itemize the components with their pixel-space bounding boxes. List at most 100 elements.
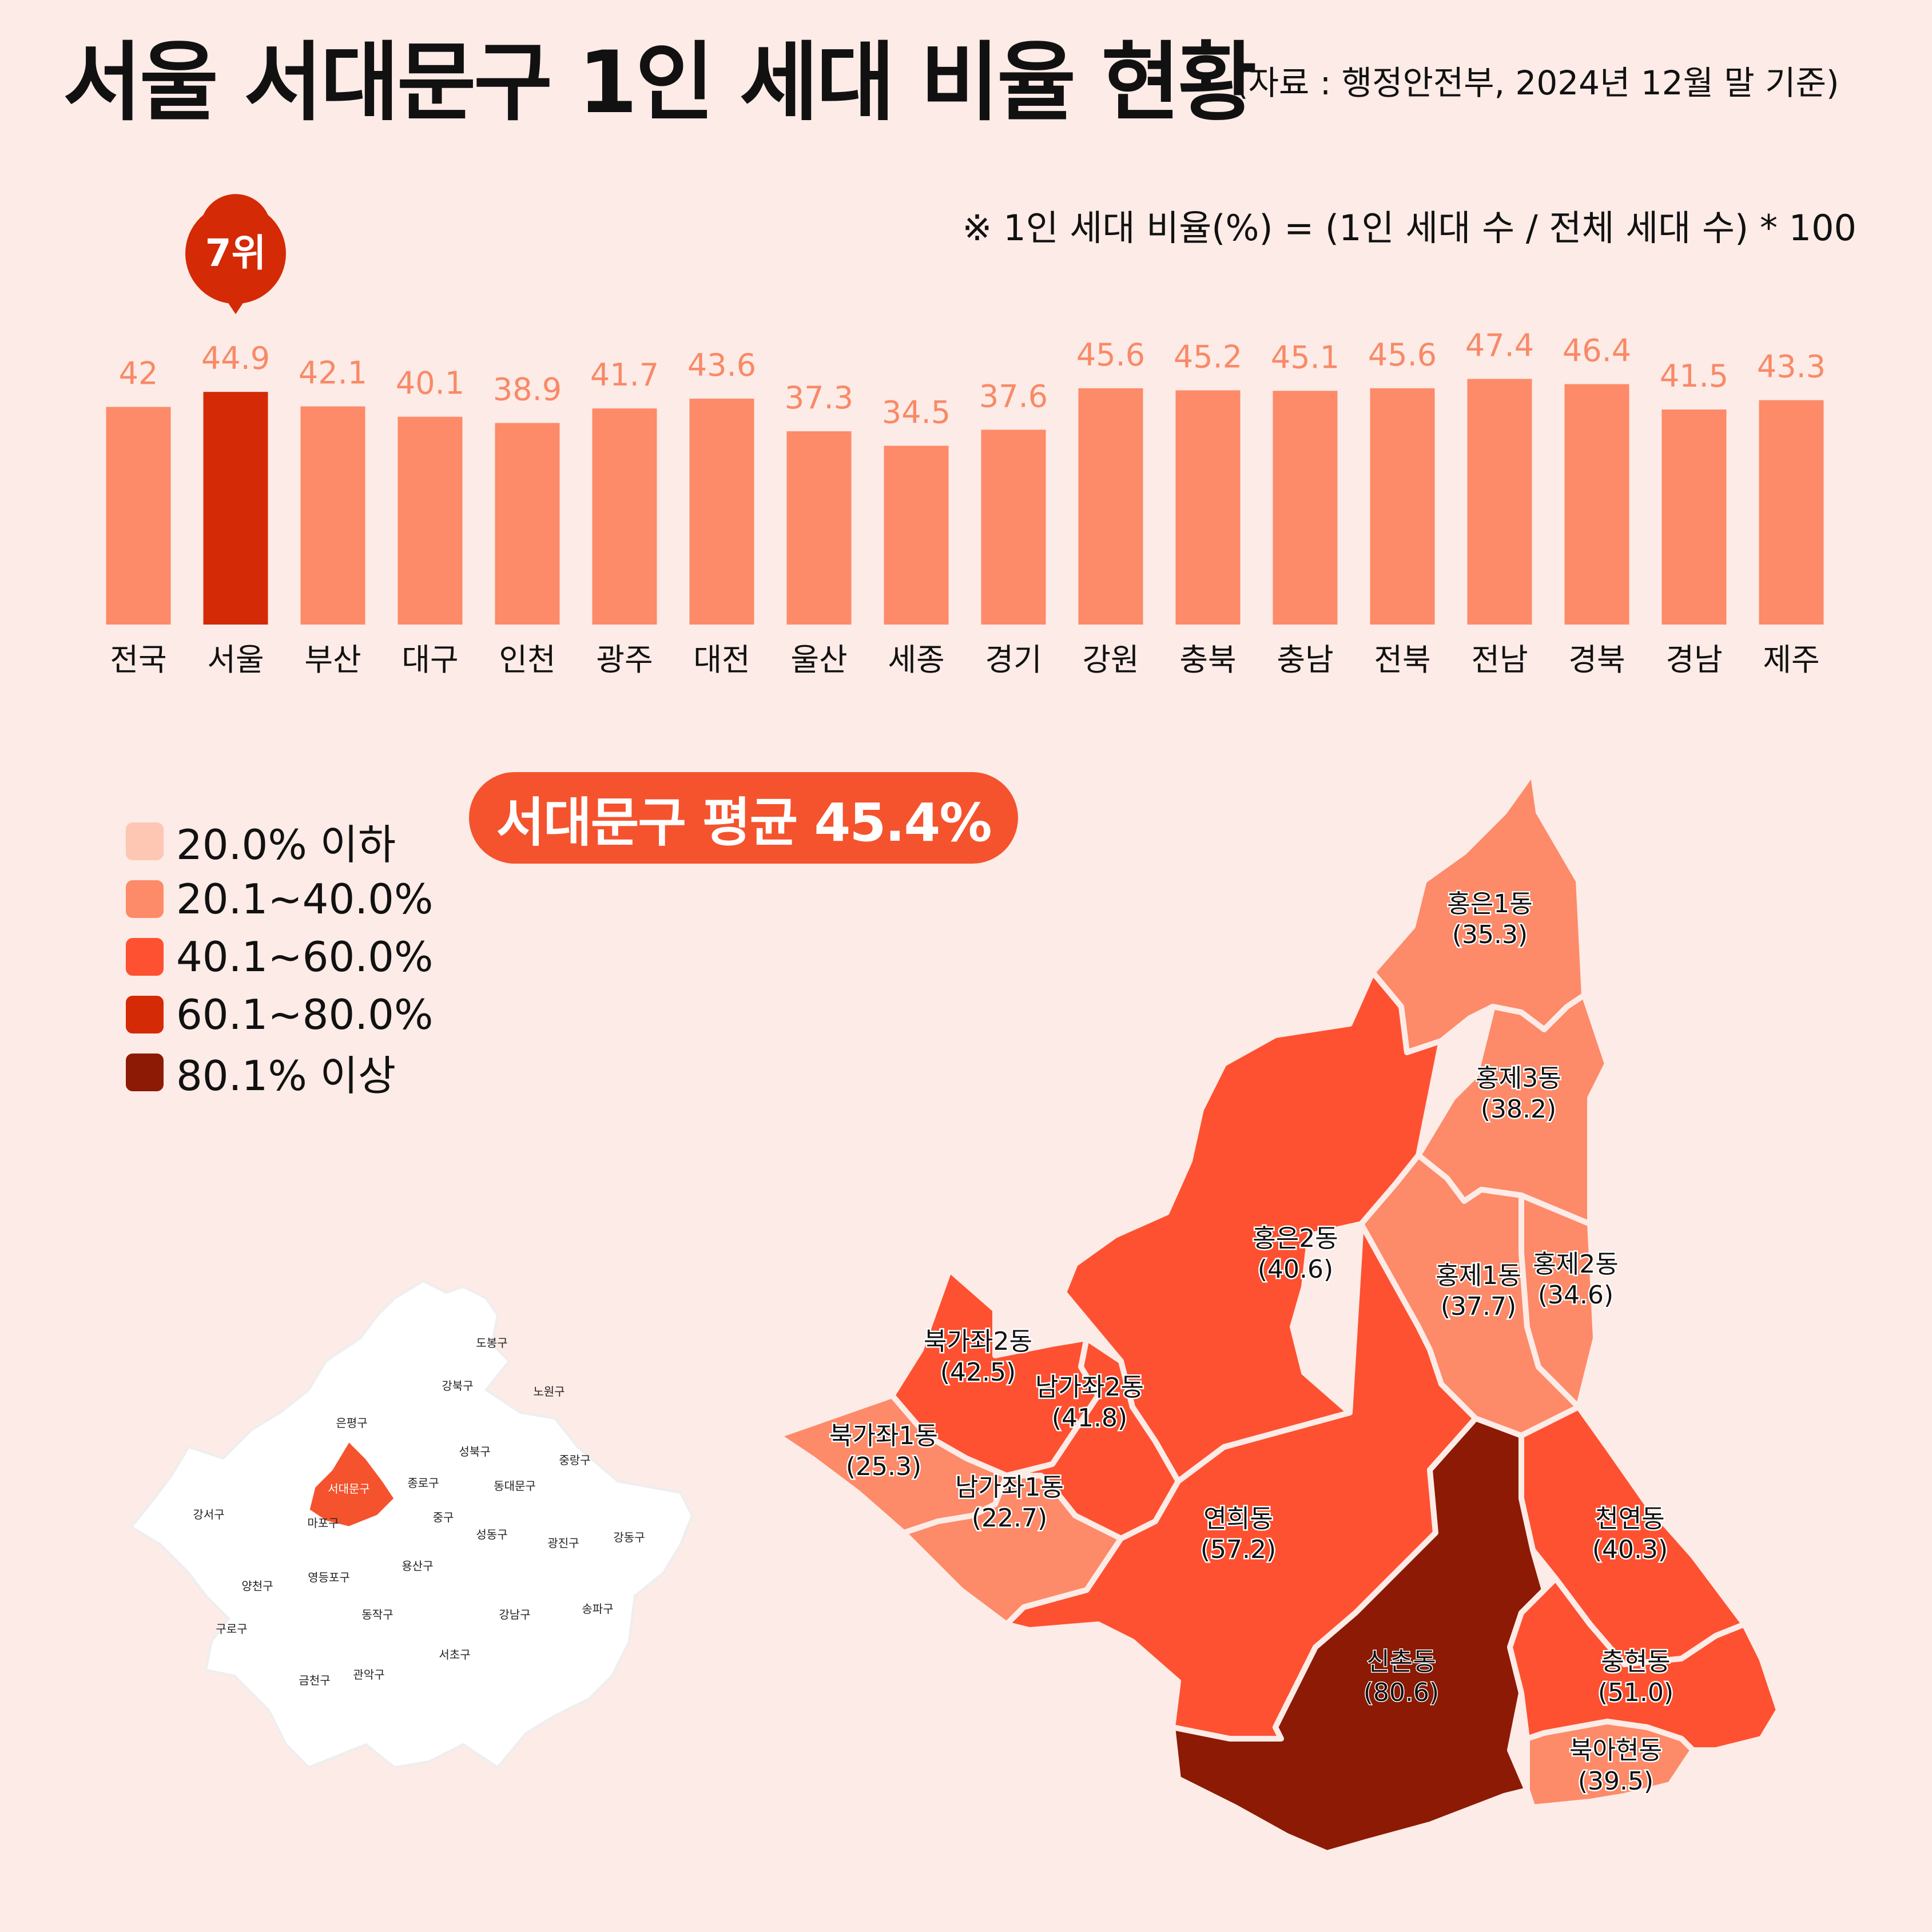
bar-전남	[1467, 379, 1532, 625]
category-label: 부산	[304, 642, 361, 678]
legend-item: 40.1~60.0%	[126, 928, 433, 985]
region-name-label: 충현동	[1601, 1647, 1670, 1676]
legend-label: 80.1% 이상	[176, 1052, 396, 1100]
region-북아현동	[1524, 1719, 1696, 1810]
bar-대전	[689, 398, 754, 625]
category-label: 강원	[1082, 642, 1139, 678]
region-value-label: (80.6)	[1363, 1678, 1439, 1707]
bar-value-label: 45.2	[1174, 339, 1242, 375]
bar-충북	[1175, 390, 1241, 625]
region-name-label: 남가좌2동	[1035, 1373, 1144, 1402]
district-label: 중구	[433, 1510, 454, 1524]
category-label: 대구	[401, 642, 458, 678]
district-label: 영등포구	[308, 1571, 350, 1584]
bar-chart: 42 전국 44.9 서울 7위 42.1 부산 40.1 대구 38.9 인천 41.7 광주 43.6…	[106, 194, 1826, 678]
district-label: 금천구	[299, 1673, 330, 1687]
region-name-label: 천연동	[1595, 1504, 1664, 1533]
region-홍은1동	[1370, 769, 1587, 1055]
region-name-label: 홍은2동	[1253, 1224, 1338, 1253]
legend-swatch	[126, 1053, 164, 1091]
legend-swatch	[126, 995, 164, 1033]
bar-value-label: 45.6	[1076, 337, 1145, 373]
seodaemun-dong-map: 홍은1동(35.3) 홍제3동(38.2) 홍은2동(40.6) 홍제1동(37.7)…	[778, 769, 1782, 1856]
region-name-label: 북가좌2동	[924, 1327, 1032, 1356]
category-label: 서울	[207, 642, 264, 678]
bar-value-label: 37.3	[785, 380, 853, 416]
legend-swatch	[126, 937, 164, 976]
legend-label: 40.1~60.0%	[176, 932, 434, 981]
category-label: 세종	[888, 642, 944, 678]
district-label: 강서구	[193, 1508, 224, 1521]
region-충현동	[1507, 1576, 1782, 1753]
region-value-label: (40.6)	[1258, 1255, 1333, 1284]
bar-value-label: 42	[119, 355, 158, 391]
bar-value-label: 42.1	[299, 355, 367, 391]
bar-울산	[786, 431, 852, 625]
bar-value-label: 43.6	[687, 347, 756, 383]
region-value-label: (57.2)	[1200, 1535, 1276, 1564]
region-value-label: (39.5)	[1578, 1767, 1653, 1796]
bar-충남	[1273, 391, 1338, 625]
rank-badge-circle	[185, 203, 286, 304]
category-label: 울산	[790, 642, 847, 678]
region-value-label: (35.3)	[1452, 920, 1528, 949]
map-legend: 20.0% 이하 20.1~40.0% 40.1~60.0% 60.1~80.0% 80…	[126, 812, 433, 1101]
district-label: 종로구	[407, 1476, 439, 1490]
source-note: (자료 : 행정안전부, 2024년 12월 말 기준)	[1235, 63, 1839, 102]
district-label: 송파구	[582, 1602, 613, 1616]
region-name-label: 연희동	[1203, 1504, 1273, 1533]
district-label: 성동구	[476, 1528, 507, 1541]
district-label: 강북구	[442, 1379, 473, 1393]
legend-item: 60.1~80.0%	[126, 985, 433, 1043]
seodaemun-gu-shape	[308, 1440, 396, 1528]
bar-인천	[495, 423, 560, 625]
category-label: 경기	[985, 642, 1041, 678]
region-value-label: (25.3)	[846, 1452, 921, 1481]
district-label: 마포구	[307, 1516, 339, 1530]
region-name-label: 남가좌1동	[955, 1473, 1064, 1502]
rank-badge-pointer	[222, 293, 249, 315]
category-label: 전국	[110, 642, 166, 678]
legend-label: 20.0% 이하	[176, 821, 396, 869]
district-label: 구로구	[216, 1622, 247, 1636]
region-name-label: 홍제1동	[1436, 1261, 1521, 1290]
bar-전국	[106, 407, 171, 625]
category-label: 경남	[1665, 642, 1722, 678]
category-label: 전북	[1374, 642, 1430, 678]
district-label: 동대문구	[494, 1479, 536, 1493]
region-value-label: (37.7)	[1441, 1292, 1516, 1321]
category-label: 충북	[1179, 642, 1236, 678]
district-label: 양천구	[241, 1579, 273, 1593]
legend-item: 20.0% 이하	[126, 812, 433, 870]
region-value-label: (38.2)	[1481, 1095, 1556, 1124]
category-label: 충남	[1277, 642, 1333, 678]
bar-value-label: 41.7	[590, 357, 659, 393]
legend-item: 20.1~40.0%	[126, 870, 433, 928]
category-label: 인천	[499, 642, 555, 678]
district-label: 서대문구	[328, 1482, 370, 1496]
bar-부산	[300, 406, 365, 625]
district-label: 성북구	[459, 1445, 490, 1458]
bar-value-label: 47.4	[1465, 328, 1534, 364]
region-value-label: (22.7)	[972, 1504, 1047, 1533]
district-label: 노원구	[533, 1385, 565, 1398]
legend-swatch	[126, 822, 164, 860]
region-value-label: (51.0)	[1598, 1678, 1673, 1707]
average-badge: 서대문구 평균 45.4%	[469, 772, 1018, 864]
bar-대구	[397, 416, 463, 625]
bar-전북	[1370, 388, 1435, 625]
bar-강원	[1078, 388, 1143, 625]
district-label: 강동구	[613, 1531, 645, 1544]
bar-value-label: 45.6	[1368, 337, 1437, 373]
category-label: 대전	[693, 642, 750, 678]
district-label: 강남구	[499, 1608, 530, 1621]
region-name-label: 북가좌1동	[829, 1421, 938, 1450]
rank-badge-text: 7위	[205, 231, 267, 275]
bar-value-label: 41.5	[1660, 358, 1728, 394]
category-label: 제주	[1763, 642, 1819, 678]
district-label: 도봉구	[476, 1336, 507, 1350]
district-label: 중랑구	[559, 1453, 590, 1467]
bar-광주	[592, 408, 657, 625]
seoul-outline	[130, 1279, 694, 1769]
bar-value-label: 43.3	[1757, 349, 1826, 385]
